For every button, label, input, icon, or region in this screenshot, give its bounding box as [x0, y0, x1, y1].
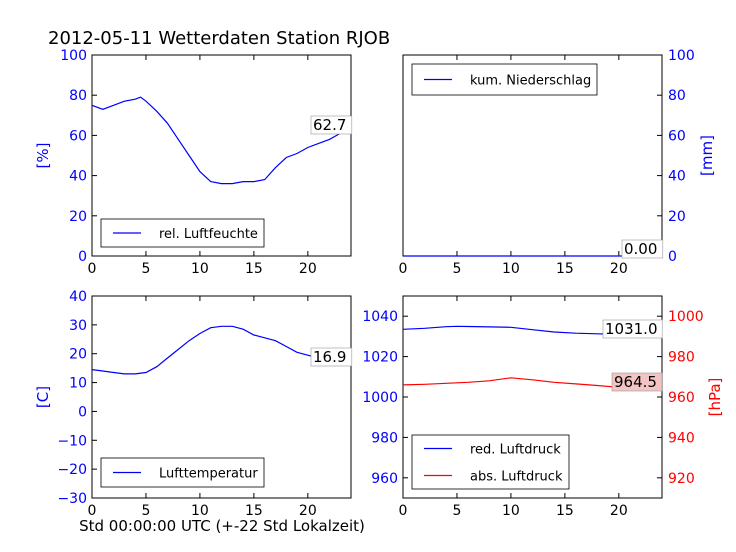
- bottom-right-right-ytick-label: 1000: [668, 309, 704, 325]
- bottom-right-legend-label: red. Luftdruck: [470, 443, 561, 458]
- top-left-ytick-label: 20: [69, 209, 87, 225]
- top-right-xtick-label: 15: [556, 261, 574, 277]
- bottom-left-xtick-label: 0: [88, 503, 97, 519]
- bottom-right-left-ytick-label: 980: [371, 430, 398, 446]
- bottom-right-annotation-box: [611, 372, 663, 392]
- bottom-right-xtick-label: 10: [502, 503, 520, 519]
- bottom-right-left-ytick-label: 1020: [362, 350, 398, 366]
- top-right-ytick-label: 100: [668, 48, 695, 64]
- bottom-right-annotation: 964.5: [614, 373, 657, 391]
- top-left-ytick-label: 0: [78, 249, 87, 265]
- bottom-right-annotation: 1031.0: [605, 320, 658, 338]
- top-right-xtick-label: 5: [452, 261, 461, 277]
- top-left-xtick-label: 5: [141, 261, 150, 277]
- top-left-xtick-label: 10: [191, 261, 209, 277]
- bottom-left-annotation-box: [310, 347, 353, 367]
- bottom-left-frame: [91, 295, 352, 499]
- bottom-left-series-line: [91, 325, 352, 375]
- top-right-ytick-label: 0: [668, 249, 677, 265]
- top-right-ytick-label: 80: [668, 88, 686, 104]
- bottom-right-xtick-label: 15: [556, 503, 574, 519]
- bottom-right-legend-label: abs. Luftdruck: [470, 470, 563, 485]
- top-left-xtick-label: 20: [299, 261, 317, 277]
- figure-title: 2012-05-11 Wetterdaten Station RJOB: [48, 28, 390, 49]
- bottom-left-ytick-label: 40: [69, 289, 87, 305]
- top-right-ylabel: [mm]: [698, 135, 716, 176]
- bottom-right-panel: 0 5 10 15 20 960 980 1000 1020 1040 920 940 960 980 10…: [362, 295, 724, 519]
- bottom-right-left-ytick-label: 1000: [362, 390, 398, 406]
- top-left-ylabel: [%]: [34, 143, 52, 169]
- top-right-xtick-label: 10: [502, 261, 520, 277]
- bottom-left-xtick-label: 15: [245, 503, 263, 519]
- top-left-frame: [91, 54, 352, 257]
- bottom-left-ytick-label: −10: [57, 433, 87, 449]
- top-left-ytick-label: 40: [69, 169, 87, 185]
- top-right-xtick-label: 0: [399, 261, 408, 277]
- top-right-ytick-label: 20: [668, 209, 686, 225]
- top-left-ytick-label: 60: [69, 128, 87, 144]
- bottom-right-left-ytick-label: 1040: [362, 309, 398, 325]
- bottom-right-right-ytick-label: 980: [668, 350, 695, 366]
- bottom-left-annotation: 16.9: [313, 348, 346, 366]
- top-right-ytick-label: 40: [668, 169, 686, 185]
- top-right-legend-label: kum. Niederschlag: [470, 74, 591, 89]
- bottom-left-ytick-label: 10: [69, 376, 87, 392]
- bottom-right-xtick-label: 20: [610, 503, 628, 519]
- top-right-xtick-label: 20: [610, 261, 628, 277]
- bottom-left-ytick-label: 30: [69, 318, 87, 334]
- top-right-annotation: 0.00: [624, 240, 657, 258]
- top-left-ytick-label: 80: [69, 88, 87, 104]
- top-right-annotation-box: [621, 239, 664, 259]
- bottom-right-xtick-label: 5: [452, 503, 461, 519]
- bottom-left-ytick-label: −20: [57, 462, 87, 478]
- top-left-series-line: [91, 96, 352, 185]
- top-left-panel: 0 5 10 15 20 0 20 40 60 80 100 [%] rel. Luftfeuchte 6…: [34, 48, 353, 277]
- top-left-legend-label: rel. Luftfeuchte: [159, 227, 258, 242]
- top-left-xtick-label: 15: [245, 261, 263, 277]
- bottom-left-ytick-label: 0: [78, 404, 87, 420]
- top-right-ytick-label: 60: [668, 128, 686, 144]
- bottom-right-annotation-box: [602, 319, 663, 339]
- bottom-left-ytick-label: −30: [57, 491, 87, 507]
- bottom-right-left-ytick-label: 960: [371, 471, 398, 487]
- bottom-right-right-ytick-label: 920: [668, 471, 695, 487]
- top-left-ytick-label: 100: [60, 48, 87, 64]
- bottom-left-xtick-label: 10: [191, 503, 209, 519]
- bottom-left-xtick-label: 20: [299, 503, 317, 519]
- bottom-left-ytick-label: 20: [69, 347, 87, 363]
- bottom-left-legend-label: Lufttemperatur: [159, 467, 258, 482]
- top-left-annotation: 62.7: [313, 116, 346, 134]
- bottom-right-legend-box: [411, 434, 570, 490]
- bottom-right-right-ytick-label: 960: [668, 390, 695, 406]
- top-left-xtick-label: 0: [88, 261, 97, 277]
- bottom-right-ylabel: [hPa]: [706, 378, 724, 417]
- top-left-annotation-box: [310, 115, 353, 135]
- bottom-left-ylabel: [C]: [34, 386, 52, 408]
- bottom-left-panel: 0 5 10 15 20 −30 −20 −10 0 10 20 30 40 [C] Lufttempera…: [34, 289, 353, 519]
- top-right-panel: 0 5 10 15 20 0 20 40 60 80 100 [mm] kum. Niederschla…: [399, 48, 716, 277]
- bottom-right-xtick-label: 0: [399, 503, 408, 519]
- bottom-left-xtick-label: 5: [141, 503, 150, 519]
- bottom-right-right-ytick-label: 940: [668, 430, 695, 446]
- x-axis-label: Std 00:00:00 UTC (+-22 Std Lokalzeit): [79, 517, 365, 535]
